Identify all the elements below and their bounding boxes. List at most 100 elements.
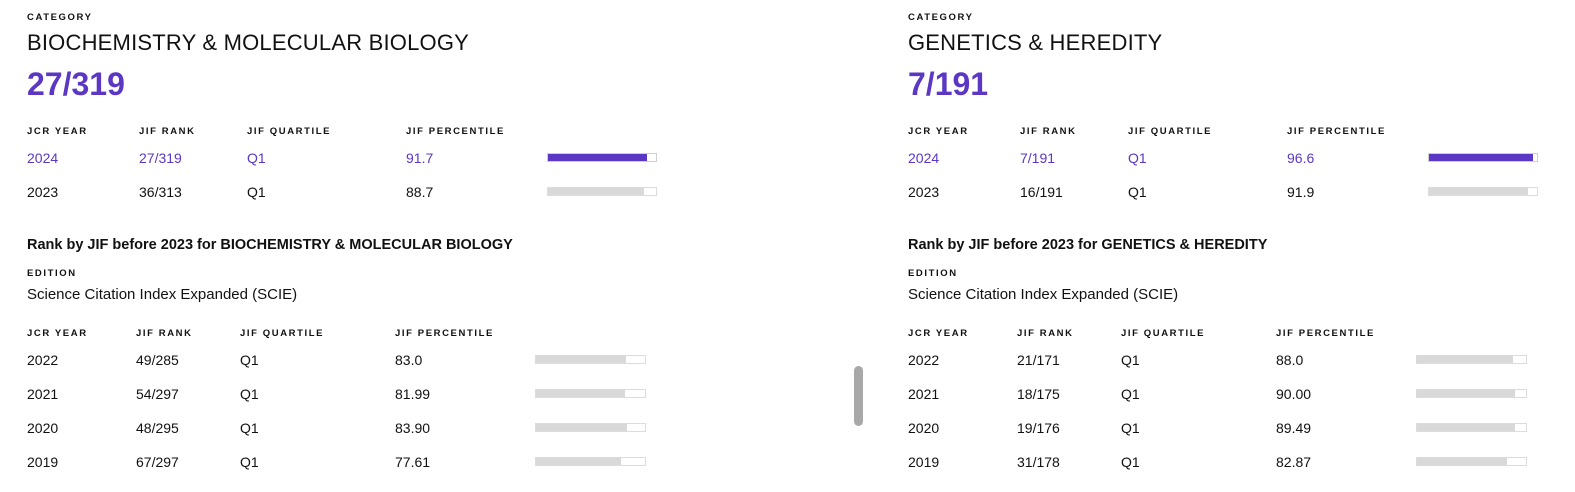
- cell-percentile: 88.0: [1276, 352, 1304, 368]
- cell-percentile: 81.99: [395, 386, 431, 402]
- percentile-bar: [535, 457, 646, 466]
- percentile-bar: [1428, 187, 1538, 196]
- category-rank: 27/319: [27, 66, 125, 102]
- header-jcr-year: JCR YEAR: [908, 126, 969, 137]
- before-2023-title: Rank by JIF before 2023 for GENETICS & H…: [908, 237, 1268, 253]
- cell-percentile: 91.7: [406, 150, 434, 166]
- cell-percentile: 83.0: [395, 352, 423, 368]
- vertical-scrollbar-thumb[interactable]: [854, 366, 863, 426]
- header-jif-percentile: JIF PERCENTILE: [395, 328, 494, 339]
- cell-percentile: 82.87: [1276, 454, 1312, 470]
- header-jif-quartile: JIF QUARTILE: [240, 328, 325, 339]
- cell-year: 2024: [27, 150, 59, 166]
- cell-rank: 21/171: [1017, 352, 1060, 368]
- category-name: GENETICS & HEREDITY: [908, 30, 1163, 55]
- cell-year: 2023: [27, 184, 59, 200]
- percentile-bar-fill: [536, 356, 627, 363]
- percentile-bar-fill: [1417, 424, 1515, 431]
- category-caption: CATEGORY: [908, 12, 974, 23]
- cell-quartile: Q1: [1121, 454, 1140, 470]
- header-jcr-year: JCR YEAR: [27, 126, 88, 137]
- cell-year: 2024: [908, 150, 940, 166]
- cell-percentile: 88.7: [406, 184, 434, 200]
- cell-percentile: 96.6: [1287, 150, 1315, 166]
- percentile-bar: [547, 187, 657, 196]
- edition-caption: EDITION: [908, 268, 958, 279]
- header-jif-rank: JIF RANK: [1020, 126, 1077, 137]
- cell-year: 2019: [27, 454, 59, 470]
- percentile-bar-fill: [1429, 154, 1534, 161]
- header-jif-percentile: JIF PERCENTILE: [1276, 328, 1375, 339]
- category-name: BIOCHEMISTRY & MOLECULAR BIOLOGY: [27, 30, 470, 55]
- header-jif-rank: JIF RANK: [1017, 328, 1074, 339]
- cell-percentile: 77.61: [395, 454, 431, 470]
- category-caption: CATEGORY: [27, 12, 93, 23]
- cell-rank: 36/313: [139, 184, 182, 200]
- table-row: 2021 18/175 Q1 90.00: [908, 385, 1575, 403]
- table-row: 2023 16/191 Q1 91.9: [908, 183, 1575, 201]
- cell-rank: 18/175: [1017, 386, 1060, 402]
- table-header: JCR YEAR JIF RANK JIF QUARTILE JIF PERCE…: [27, 126, 727, 144]
- table-row: 2020 19/176 Q1 89.49: [908, 419, 1575, 437]
- cell-quartile: Q1: [240, 352, 259, 368]
- table-header: JCR YEAR JIF RANK JIF QUARTILE JIF PERCE…: [27, 328, 727, 346]
- cell-quartile: Q1: [240, 454, 259, 470]
- percentile-bar-fill: [536, 390, 626, 397]
- category-rank: 7/191: [908, 66, 989, 102]
- percentile-bar: [1416, 457, 1527, 466]
- table-row: 2019 67/297 Q1 77.61: [27, 453, 727, 471]
- category-panel-biochemistry: CATEGORY BIOCHEMISTRY & MOLECULAR BIOLOG…: [27, 0, 787, 492]
- percentile-bar-fill: [1429, 188, 1529, 195]
- cell-percentile: 89.49: [1276, 420, 1312, 436]
- table-row: 2020 48/295 Q1 83.90: [27, 419, 727, 437]
- table-row: 2022 49/285 Q1 83.0: [27, 351, 727, 369]
- cell-quartile: Q1: [247, 150, 266, 166]
- percentile-bar-fill: [536, 458, 621, 465]
- cell-year: 2023: [908, 184, 940, 200]
- cell-quartile: Q1: [240, 420, 259, 436]
- percentile-bar: [1416, 389, 1527, 398]
- edition-value: Science Citation Index Expanded (SCIE): [908, 286, 1179, 303]
- cell-rank: 49/285: [136, 352, 179, 368]
- header-jif-percentile: JIF PERCENTILE: [406, 126, 505, 137]
- cell-quartile: Q1: [247, 184, 266, 200]
- cell-rank: 48/295: [136, 420, 179, 436]
- cell-quartile: Q1: [1128, 184, 1147, 200]
- table-row: 2022 21/171 Q1 88.0: [908, 351, 1575, 369]
- table-header: JCR YEAR JIF RANK JIF QUARTILE JIF PERCE…: [908, 126, 1575, 144]
- cell-year: 2021: [908, 386, 940, 402]
- percentile-bar-fill: [548, 188, 644, 195]
- cell-quartile: Q1: [1121, 420, 1140, 436]
- header-jif-quartile: JIF QUARTILE: [247, 126, 332, 137]
- category-panel-genetics: CATEGORY GENETICS & HEREDITY 7/191 JCR Y…: [908, 0, 1575, 492]
- percentile-bar-fill: [1417, 356, 1513, 363]
- table-row: 2021 54/297 Q1 81.99: [27, 385, 727, 403]
- cell-rank: 67/297: [136, 454, 179, 470]
- percentile-bar-fill: [536, 424, 628, 431]
- header-jcr-year: JCR YEAR: [27, 328, 88, 339]
- cell-year: 2021: [27, 386, 59, 402]
- table-row: 2023 36/313 Q1 88.7: [27, 183, 727, 201]
- table-row: 2024 27/319 Q1 91.7: [27, 149, 727, 167]
- cell-rank: 31/178: [1017, 454, 1060, 470]
- before-2023-title: Rank by JIF before 2023 for BIOCHEMISTRY…: [27, 237, 513, 253]
- header-jif-quartile: JIF QUARTILE: [1128, 126, 1213, 137]
- cell-percentile: 91.9: [1287, 184, 1315, 200]
- percentile-bar: [535, 355, 646, 364]
- edition-value: Science Citation Index Expanded (SCIE): [27, 286, 298, 303]
- cell-year: 2019: [908, 454, 940, 470]
- cell-year: 2020: [908, 420, 940, 436]
- cell-year: 2022: [27, 352, 59, 368]
- percentile-bar-fill: [1417, 390, 1516, 397]
- cell-quartile: Q1: [1128, 150, 1147, 166]
- percentile-bar: [1416, 423, 1527, 432]
- cell-rank: 7/191: [1020, 150, 1056, 166]
- cell-rank: 19/176: [1017, 420, 1060, 436]
- header-jif-quartile: JIF QUARTILE: [1121, 328, 1206, 339]
- table-row: 2019 31/178 Q1 82.87: [908, 453, 1575, 471]
- cell-quartile: Q1: [240, 386, 259, 402]
- header-jcr-year: JCR YEAR: [908, 328, 969, 339]
- header-jif-rank: JIF RANK: [136, 328, 193, 339]
- percentile-bar-fill: [1417, 458, 1508, 465]
- percentile-bar: [1428, 153, 1538, 162]
